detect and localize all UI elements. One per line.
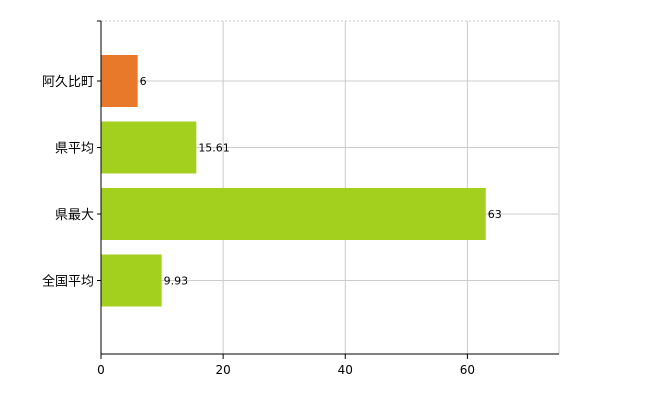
bars bbox=[101, 55, 486, 307]
category-label-1: 県平均 bbox=[55, 142, 94, 157]
x-tick-label-2: 40 bbox=[338, 363, 353, 377]
x-tick-label-3: 60 bbox=[460, 363, 475, 377]
data-label-2: 63 bbox=[488, 208, 502, 221]
bar-1 bbox=[101, 121, 197, 174]
data-label-3: 9.93 bbox=[164, 275, 189, 288]
bar-3 bbox=[101, 254, 162, 307]
category-label-0: 阿久比町 bbox=[42, 75, 94, 90]
bar-0 bbox=[101, 55, 138, 107]
data-label-1: 15.61 bbox=[198, 142, 230, 155]
category-label-2: 県最大 bbox=[55, 208, 94, 223]
x-tick-label-0: 0 bbox=[97, 363, 105, 377]
data-label-0: 6 bbox=[140, 75, 147, 88]
x-tick-label-1: 20 bbox=[215, 363, 230, 377]
bar-2 bbox=[101, 188, 486, 240]
axes bbox=[97, 20, 559, 359]
labels: 6 阿久比町 15.61 県平均 63 県最大 9.93 全国平均 0 20 40 60 bbox=[42, 75, 502, 377]
category-label-3: 全国平均 bbox=[42, 274, 94, 290]
grid-lines bbox=[101, 20, 560, 354]
